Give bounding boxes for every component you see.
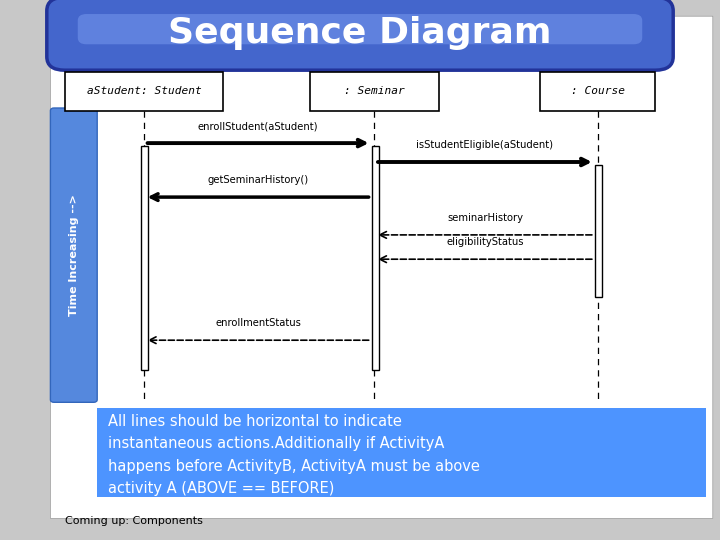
FancyBboxPatch shape xyxy=(50,108,97,402)
FancyBboxPatch shape xyxy=(97,408,706,497)
FancyBboxPatch shape xyxy=(50,16,713,518)
FancyBboxPatch shape xyxy=(47,0,673,70)
FancyBboxPatch shape xyxy=(372,146,379,370)
FancyBboxPatch shape xyxy=(65,72,223,111)
Text: enrollStudent(aStudent): enrollStudent(aStudent) xyxy=(198,121,318,131)
Text: : Seminar: : Seminar xyxy=(344,86,405,96)
Text: enrollmentStatus: enrollmentStatus xyxy=(215,318,301,328)
FancyBboxPatch shape xyxy=(310,72,439,111)
Text: aStudent: Student: aStudent: Student xyxy=(86,86,202,96)
Text: getSeminarHistory(): getSeminarHistory() xyxy=(207,175,309,185)
FancyBboxPatch shape xyxy=(595,165,602,297)
FancyBboxPatch shape xyxy=(78,14,642,44)
Text: Coming up: Components: Coming up: Components xyxy=(65,516,202,526)
Text: : Course: : Course xyxy=(571,86,625,96)
Text: seminarHistory: seminarHistory xyxy=(447,213,523,223)
Text: isStudentEligible(aStudent): isStudentEligible(aStudent) xyxy=(416,140,554,150)
Text: Sequence Diagram: Sequence Diagram xyxy=(168,17,552,50)
Text: Time Increasing -->: Time Increasing --> xyxy=(69,194,78,316)
FancyBboxPatch shape xyxy=(540,72,655,111)
FancyBboxPatch shape xyxy=(141,146,148,370)
Text: eligibilityStatus: eligibilityStatus xyxy=(446,237,523,247)
Text: All lines should be horizontal to indicate
instantaneous actions.Additionally if: All lines should be horizontal to indica… xyxy=(108,414,480,496)
